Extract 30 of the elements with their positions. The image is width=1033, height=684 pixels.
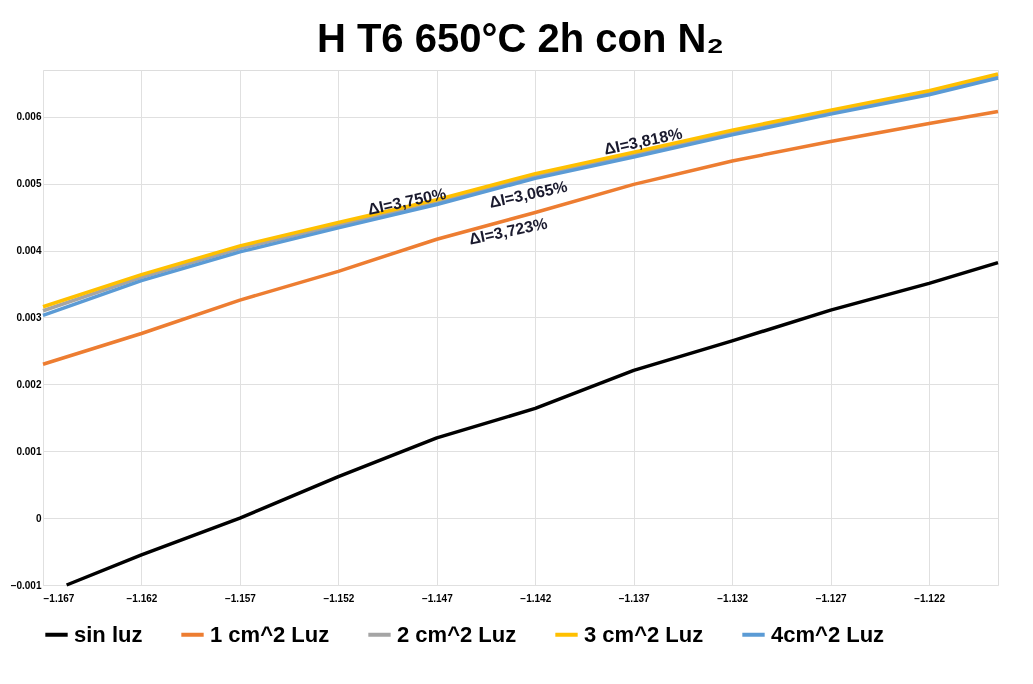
annotation: ΔI=3,818% xyxy=(602,124,684,158)
x-tick-label: −1.152 xyxy=(323,592,355,604)
line-series xyxy=(41,109,1000,367)
legend-label: 4cm^2 Luz xyxy=(771,621,885,647)
annotation: ΔI=3,723% xyxy=(467,214,549,248)
x-tick-label: −1.137 xyxy=(618,592,651,604)
y-tick-label: 0.002 xyxy=(16,378,42,390)
line-series xyxy=(64,260,1000,587)
y-tick-label: 0.004 xyxy=(16,245,42,257)
chart-title: H T6 650°C 2h con N₂ xyxy=(316,16,725,60)
x-tick-label: −1.132 xyxy=(717,592,749,604)
y-tick-label: 0.001 xyxy=(16,445,42,457)
x-tick-label: −1.162 xyxy=(126,592,158,604)
y-tick-label: 0.005 xyxy=(16,178,42,190)
legend-label: 1 cm^2 Luz xyxy=(210,621,330,647)
y-tick-label: 0.003 xyxy=(16,311,42,323)
legend-label: 3 cm^2 Luz xyxy=(584,621,704,647)
y-tick-label: 0.006 xyxy=(16,111,42,123)
x-tick-label: −1.127 xyxy=(815,592,847,604)
legend-label: sin luz xyxy=(74,621,143,647)
x-tick-label: −1.142 xyxy=(520,592,552,604)
x-tick-label: −1.147 xyxy=(421,592,454,604)
y-tick-label: 0 xyxy=(35,512,42,524)
annotation: ΔI=3,065% xyxy=(487,177,569,211)
x-tick-label: −1.157 xyxy=(224,592,257,604)
x-tick-label: −1.167 xyxy=(43,592,75,604)
annotation: ΔI=3,750% xyxy=(366,184,448,218)
y-tick-label: −0.001 xyxy=(10,579,42,591)
legend-label: 2 cm^2 Luz xyxy=(397,621,517,647)
x-tick-label: −1.122 xyxy=(914,592,946,604)
